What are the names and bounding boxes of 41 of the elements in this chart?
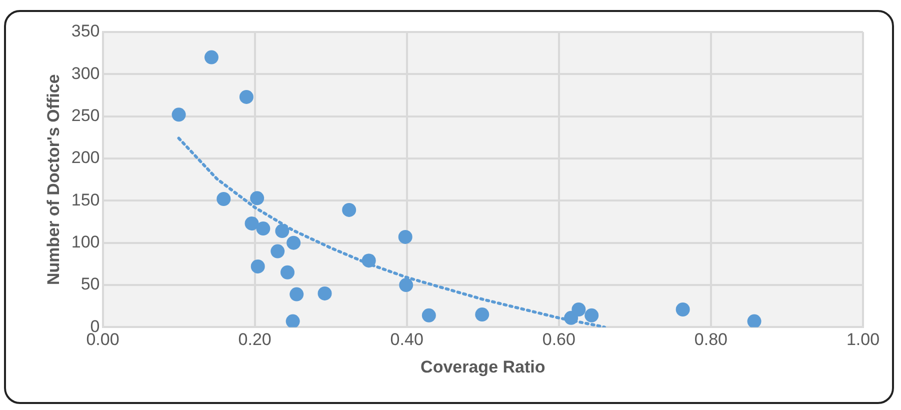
point (362, 254, 376, 268)
y-tick-label: 350 (71, 22, 100, 41)
point (275, 224, 290, 238)
point (342, 202, 356, 217)
point (398, 230, 412, 244)
y-tick-label: 50 (80, 274, 100, 294)
point (475, 308, 490, 322)
x-tick-label: 0.20 (238, 330, 272, 350)
point (172, 108, 186, 122)
point (564, 310, 578, 325)
y-tick-label: 200 (71, 148, 100, 168)
y-tick-label: 100 (71, 232, 100, 252)
x-axis-title: Coverage Ratio (420, 357, 546, 376)
y-tick-label: 300 (71, 64, 100, 83)
y-axis-title: Number of Doctor's Office (44, 74, 63, 286)
point (422, 308, 436, 322)
point (280, 265, 294, 280)
y-tick-label: 250 (71, 106, 100, 126)
x-tick-label: 0.60 (542, 330, 576, 350)
point (286, 314, 300, 328)
line-series (177, 136, 606, 328)
point (250, 191, 264, 206)
x-tick-label: 0.80 (694, 330, 728, 350)
point (204, 50, 218, 64)
point (676, 302, 690, 316)
point (244, 216, 259, 230)
point (290, 287, 304, 302)
x-tick-label: 1.00 (846, 330, 880, 350)
y-tick-label: 150 (71, 190, 100, 210)
point (239, 90, 254, 104)
point (399, 278, 414, 292)
point (270, 244, 285, 258)
point (584, 308, 599, 322)
point (572, 302, 586, 316)
point (747, 314, 762, 328)
point (250, 259, 265, 274)
x-tick-label: 0.40 (390, 330, 424, 350)
point (318, 286, 332, 300)
point (256, 222, 270, 236)
point (286, 236, 301, 250)
point (216, 192, 231, 206)
